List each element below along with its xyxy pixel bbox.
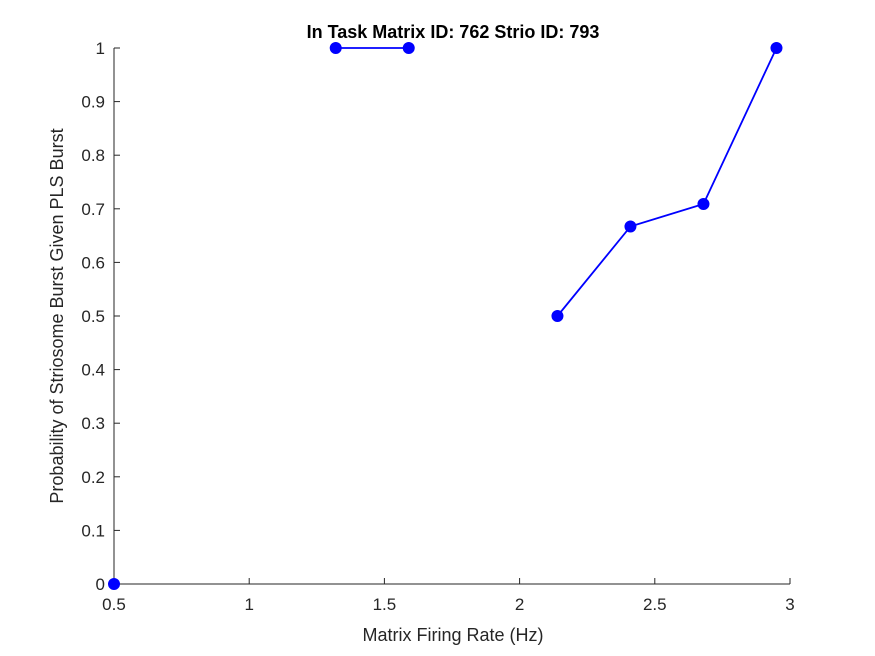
y-tick-label: 0.4 (81, 361, 105, 380)
x-tick-label: 3 (785, 595, 794, 614)
data-point (329, 42, 342, 54)
data-point (108, 578, 120, 590)
data-point (551, 310, 564, 322)
y-axis: 0 0.1 0.2 0.3 0.4 0.5 0.6 0.7 0.8 0.9 1 (81, 39, 120, 594)
x-tick-label: 1.5 (373, 595, 397, 614)
data-point (770, 42, 783, 54)
data-point (697, 197, 710, 210)
y-tick-label: 1 (96, 39, 105, 58)
y-tick-label: 0.1 (81, 521, 105, 540)
x-axis-label: Matrix Firing Rate (Hz) (362, 625, 543, 645)
data-point (624, 220, 637, 233)
x-tick-label: 0.5 (102, 595, 126, 614)
y-tick-label: 0.9 (81, 93, 105, 112)
series-line (556, 47, 778, 317)
chart-title: In Task Matrix ID: 762 Strio ID: 793 (307, 22, 600, 42)
y-tick-label: 0.8 (81, 146, 105, 165)
x-tick-label: 2.5 (643, 595, 667, 614)
y-tick-label: 0.5 (81, 307, 105, 326)
y-axis-label: Probability of Striosome Burst Given PLS… (47, 128, 67, 503)
x-tick-label: 2 (515, 595, 524, 614)
y-tick-label: 0.2 (81, 468, 105, 487)
y-tick-label: 0.6 (81, 253, 105, 272)
y-tick-label: 0 (96, 575, 105, 594)
x-tick-label: 1 (244, 595, 253, 614)
x-axis: 0.5 1 1.5 2 2.5 3 (102, 578, 795, 614)
y-tick-label: 0.7 (81, 200, 105, 219)
data-point (402, 42, 415, 54)
y-tick-label: 0.3 (81, 414, 105, 433)
data-series (108, 42, 783, 590)
